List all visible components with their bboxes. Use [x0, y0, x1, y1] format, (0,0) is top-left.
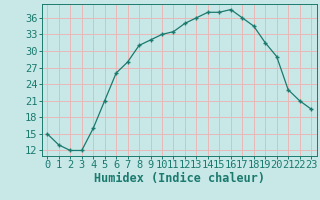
X-axis label: Humidex (Indice chaleur): Humidex (Indice chaleur) [94, 172, 265, 185]
